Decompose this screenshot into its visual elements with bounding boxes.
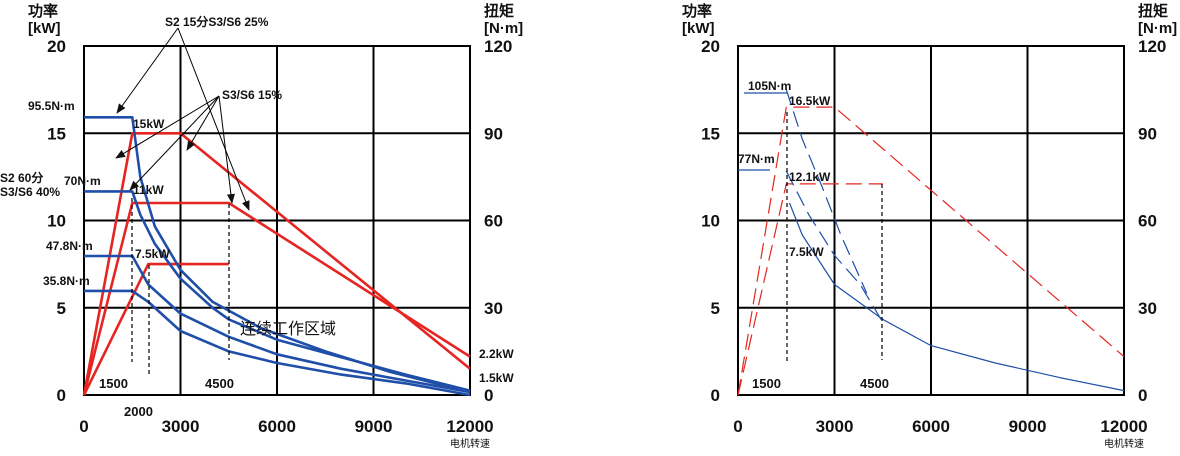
- y-left-tick-label: 5: [711, 299, 720, 318]
- series-line-3: [82, 262, 229, 396]
- annotation-label: 16.5kW: [789, 94, 831, 108]
- y-left-tick-label: 20: [47, 37, 66, 56]
- region-label: 连续工作区域: [240, 320, 336, 338]
- series-line-4: [785, 170, 884, 323]
- y-right-tick-label: 0: [484, 386, 493, 405]
- y-left-tick-label: 10: [47, 212, 66, 231]
- y-left-tick-label: 20: [701, 37, 720, 56]
- annotation-label: 2.2kW: [479, 347, 514, 361]
- chart-2: 0 3000 6000 9000 12000 0 5 10 15 20 0 30 60 90 120 功率[k…: [682, 2, 1177, 450]
- annotation-label: 105N·m: [748, 79, 791, 93]
- annotation-label: 35.8N·m: [43, 274, 90, 288]
- x-tick-label: 9000: [1009, 417, 1047, 436]
- annotation-label: 2000: [124, 404, 153, 419]
- annotation-label: 15kW: [133, 117, 165, 131]
- annotation-arrow: [186, 95, 220, 151]
- y-right-tick-label: 90: [484, 124, 503, 143]
- y-left-tick-label: 15: [701, 124, 720, 143]
- series-line-3: [785, 89, 868, 294]
- x-axis-label: 电机转速: [450, 437, 490, 450]
- y-left-axis-unit: [kW]: [682, 20, 715, 37]
- y-right-axis-label: 扭矩: [1138, 2, 1168, 20]
- annotation-label: S3/S6 40%: [0, 185, 60, 199]
- x-tick-label: 3000: [816, 417, 854, 436]
- annotation-arrow: [116, 27, 179, 114]
- series-line-5: [788, 202, 1125, 392]
- annotation-label: 70N·m: [64, 174, 101, 188]
- annotation-label: 1500: [99, 376, 128, 391]
- y-left-tick-label: 5: [57, 299, 66, 318]
- y-right-tick-label: 30: [484, 299, 503, 318]
- annotation-arrow: [115, 95, 220, 159]
- annotation-label: 7.5kW: [135, 247, 170, 261]
- x-tick-label: 0: [733, 417, 742, 436]
- x-axis-label: 电机转速: [1104, 437, 1144, 450]
- annotation-arrow: [177, 27, 250, 211]
- y-left-axis-label: 功率: [682, 2, 712, 20]
- annotation-label: 11kW: [133, 183, 164, 197]
- annotation-label: 1500: [752, 376, 781, 391]
- annotation-label: 47.8N·m: [46, 239, 93, 253]
- x-tick-label: 6000: [912, 417, 950, 436]
- annotation-label: 12.1kW: [789, 170, 831, 184]
- y-left-axis-unit: [kW]: [28, 20, 61, 37]
- y-left-tick-label: 0: [711, 386, 720, 405]
- annotation-label: S2 15分S3/S6 25%: [165, 14, 269, 29]
- chart-1: 0 3000 6000 9000 12000 0 5 10 15 20 0 30 60 90 120 功率[k…: [0, 2, 523, 450]
- x-tick-label: 6000: [258, 417, 296, 436]
- annotation-arrow: [129, 95, 220, 191]
- y-right-tick-label: 120: [1138, 37, 1166, 56]
- y-right-tick-label: 60: [484, 212, 503, 231]
- annotation-label: S2 60分: [0, 170, 43, 185]
- annotation-label: 4500: [205, 376, 234, 391]
- x-tick-label: 3000: [162, 417, 200, 436]
- y-right-axis-label: 扭矩: [484, 2, 514, 20]
- x-tick-label: 12000: [1100, 417, 1147, 436]
- annotation-label: 1.5kW: [479, 371, 514, 385]
- plot-frame: [737, 45, 1125, 396]
- y-right-tick-label: 90: [1138, 124, 1157, 143]
- y-right-axis-unit: [N·m]: [484, 20, 523, 37]
- annotation-label: 77N·m: [738, 152, 775, 166]
- x-tick-label: 12000: [446, 417, 493, 436]
- annotation-label: S3/S6 15%: [222, 88, 282, 102]
- series-line-2: [82, 201, 471, 396]
- plot-frame: [83, 45, 471, 396]
- annotation-arrow: [218, 95, 235, 204]
- y-left-tick-label: 10: [701, 212, 720, 231]
- series-line-5: [84, 190, 471, 392]
- y-right-tick-label: 60: [1138, 212, 1157, 231]
- y-right-tick-label: 120: [484, 37, 512, 56]
- y-right-tick-label: 0: [1138, 386, 1147, 405]
- y-left-tick-label: 0: [57, 386, 66, 405]
- y-left-tick-label: 15: [47, 124, 66, 143]
- annotation-label: 7.5kW: [789, 245, 824, 259]
- annotation-label: 95.5N·m: [28, 99, 75, 113]
- y-right-axis-unit: [N·m]: [1138, 20, 1177, 37]
- y-left-axis-label: 功率: [28, 2, 58, 20]
- y-right-tick-label: 30: [1138, 299, 1157, 318]
- x-tick-label: 9000: [355, 417, 393, 436]
- series-line-1: [737, 106, 1125, 396]
- annotation-label: 4500: [860, 376, 889, 391]
- x-tick-label: 0: [79, 417, 88, 436]
- series-line-6: [84, 254, 471, 394]
- series-line-2: [737, 183, 883, 396]
